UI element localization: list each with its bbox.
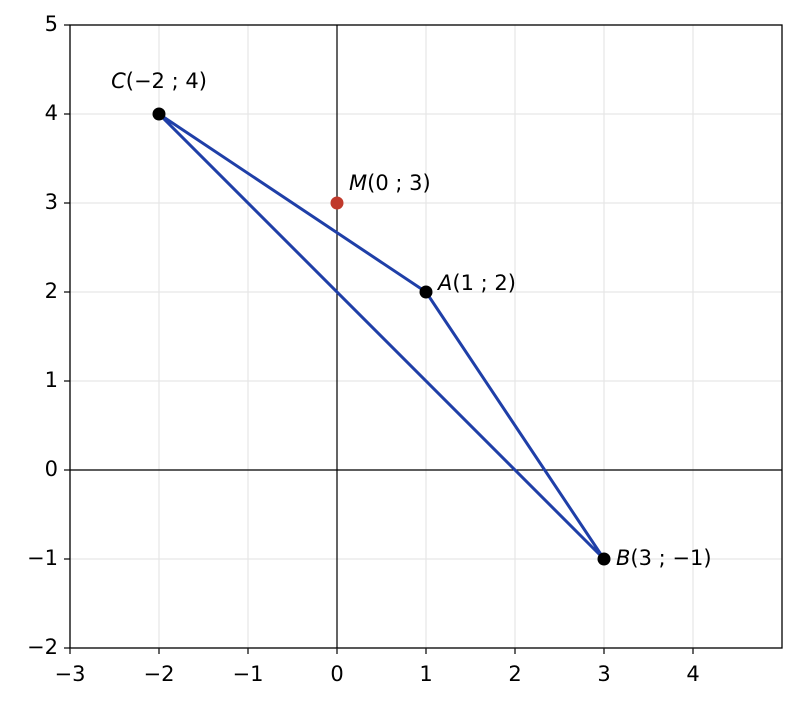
y-tick-label: 5 xyxy=(45,12,58,36)
x-tick-label: −1 xyxy=(233,662,264,686)
point-label: C(−2 ; 4) xyxy=(111,69,207,93)
point-coords: (3 ; −1) xyxy=(630,546,711,570)
point xyxy=(152,107,166,121)
y-tick-label: −1 xyxy=(27,546,58,570)
point xyxy=(419,285,433,299)
plot-frame xyxy=(69,24,783,649)
point-name: A xyxy=(436,271,452,295)
point xyxy=(330,196,344,210)
x-tick-label: 2 xyxy=(508,662,521,686)
point-name: M xyxy=(349,171,367,195)
x-tick-label: 3 xyxy=(597,662,610,686)
point-label: B(3 ; −1) xyxy=(616,546,712,570)
x-tick-label: 1 xyxy=(419,662,432,686)
point xyxy=(597,552,611,566)
point-name: C xyxy=(111,69,126,93)
point-label: A(1 ; 2) xyxy=(436,271,516,295)
point-coords: (0 ; 3) xyxy=(367,171,431,195)
x-tick-label: −2 xyxy=(144,662,175,686)
x-tick-label: 0 xyxy=(330,662,343,686)
point-name: B xyxy=(616,546,630,570)
y-tick-label: 1 xyxy=(45,368,58,392)
y-tick-label: −2 xyxy=(27,635,58,659)
triangle xyxy=(157,112,606,561)
x-tick-label: 4 xyxy=(686,662,699,686)
point-coords: (1 ; 2) xyxy=(452,271,516,295)
point-label: M(0 ; 3) xyxy=(349,171,431,195)
point-coords: (−2 ; 4) xyxy=(126,69,207,93)
x-tick-label: −3 xyxy=(55,662,86,686)
y-tick-label: 4 xyxy=(45,101,58,125)
y-tick-label: 0 xyxy=(45,457,58,481)
y-tick-label: 3 xyxy=(45,190,58,214)
y-tick-label: 2 xyxy=(45,279,58,303)
